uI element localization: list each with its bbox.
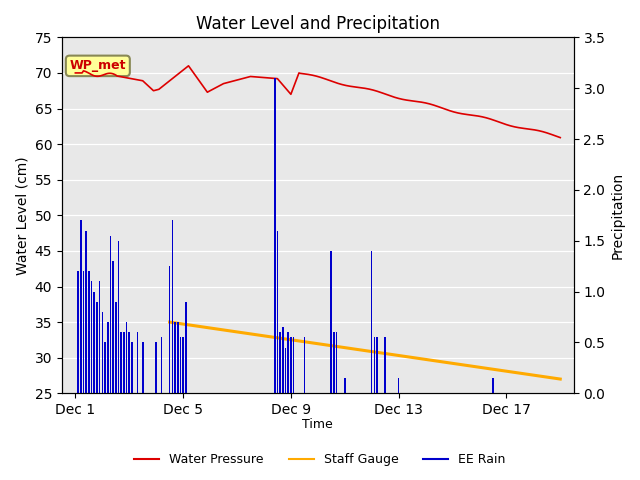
- Y-axis label: Precipitation: Precipitation: [611, 172, 625, 259]
- Bar: [177, 322, 179, 393]
- Bar: [102, 312, 103, 393]
- Bar: [169, 266, 170, 393]
- Bar: [112, 261, 114, 393]
- Bar: [77, 271, 79, 393]
- Bar: [336, 332, 337, 393]
- Bar: [303, 337, 305, 393]
- Title: Water Level and Precipitation: Water Level and Precipitation: [196, 15, 440, 33]
- Bar: [83, 271, 84, 393]
- Bar: [88, 271, 90, 393]
- Bar: [115, 302, 116, 393]
- Bar: [282, 327, 284, 393]
- Bar: [279, 332, 281, 393]
- Bar: [131, 342, 132, 393]
- Bar: [156, 342, 157, 393]
- Y-axis label: Water Level (cm): Water Level (cm): [15, 156, 29, 275]
- Bar: [385, 337, 386, 393]
- Bar: [136, 332, 138, 393]
- Bar: [80, 220, 81, 393]
- Bar: [125, 322, 127, 393]
- Bar: [290, 337, 292, 393]
- Bar: [96, 302, 98, 393]
- Bar: [344, 378, 346, 393]
- Legend: Water Pressure, Staff Gauge, EE Rain: Water Pressure, Staff Gauge, EE Rain: [129, 448, 511, 471]
- Bar: [91, 281, 92, 393]
- Bar: [330, 251, 332, 393]
- X-axis label: Time: Time: [303, 419, 333, 432]
- Bar: [85, 230, 87, 393]
- Bar: [185, 302, 187, 393]
- Bar: [292, 337, 294, 393]
- Bar: [129, 332, 130, 393]
- Bar: [120, 332, 122, 393]
- Bar: [104, 342, 106, 393]
- Bar: [374, 337, 375, 393]
- Bar: [174, 322, 176, 393]
- Bar: [492, 378, 493, 393]
- Bar: [123, 332, 125, 393]
- Bar: [376, 337, 378, 393]
- Text: WP_met: WP_met: [70, 60, 126, 72]
- Bar: [142, 342, 143, 393]
- Bar: [398, 378, 399, 393]
- Bar: [287, 332, 289, 393]
- Bar: [276, 230, 278, 393]
- Bar: [118, 241, 119, 393]
- Bar: [274, 78, 276, 393]
- Bar: [107, 322, 109, 393]
- Bar: [180, 337, 181, 393]
- Bar: [93, 291, 95, 393]
- Bar: [161, 337, 163, 393]
- Bar: [182, 337, 184, 393]
- Bar: [99, 281, 100, 393]
- Bar: [109, 236, 111, 393]
- Bar: [285, 348, 286, 393]
- Bar: [371, 251, 372, 393]
- Bar: [333, 332, 335, 393]
- Bar: [172, 220, 173, 393]
